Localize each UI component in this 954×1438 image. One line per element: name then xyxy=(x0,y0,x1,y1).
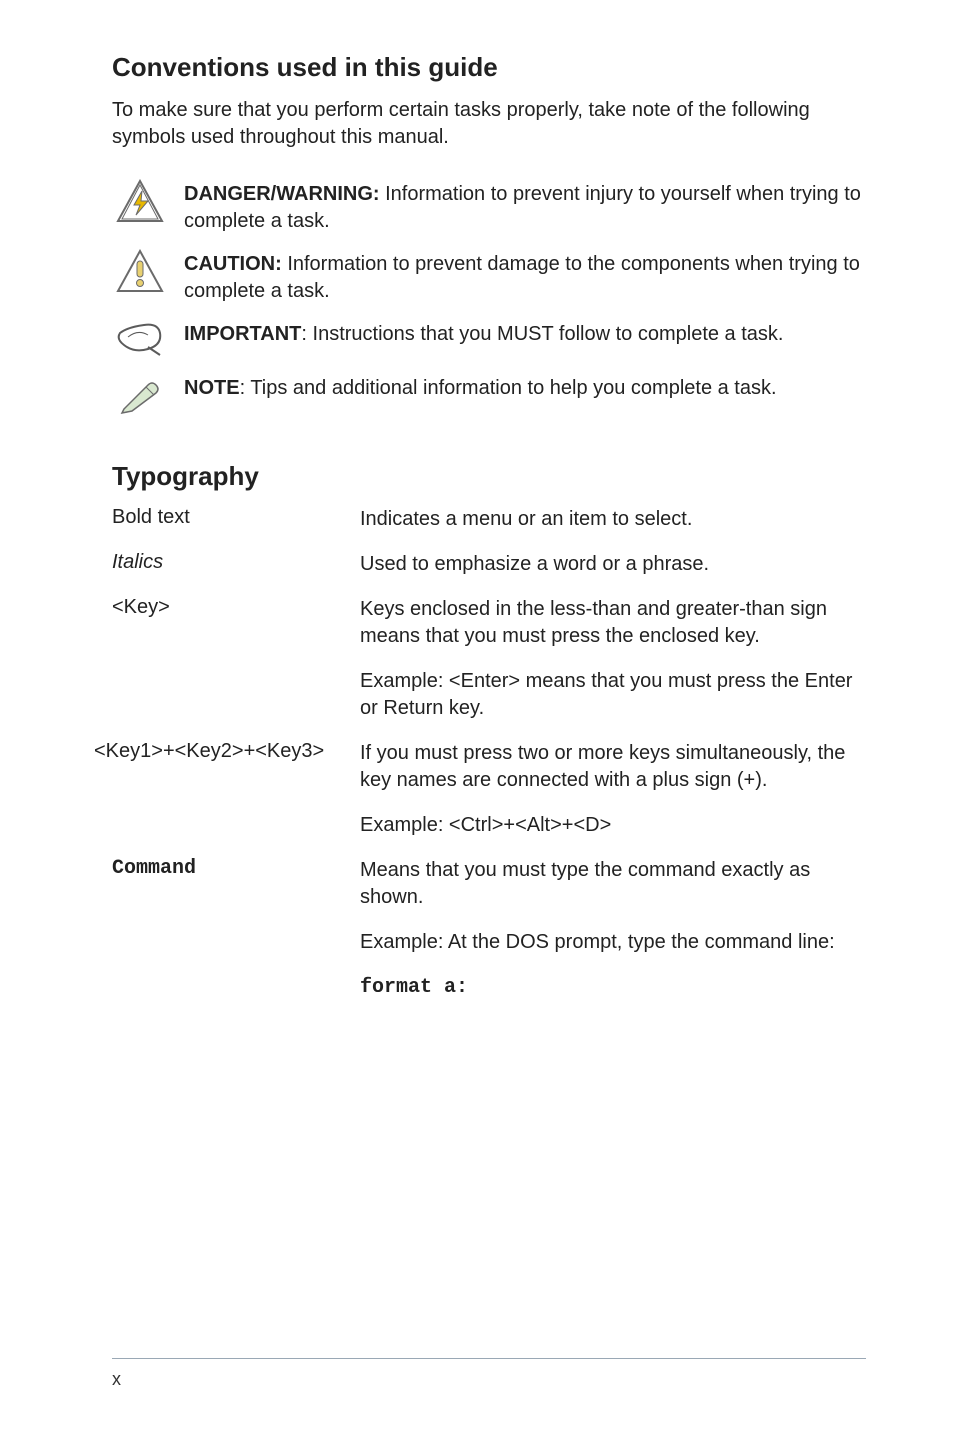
page-number: x xyxy=(112,1369,866,1390)
typo-def-key-2: Example: <Enter> means that you must pre… xyxy=(360,668,866,722)
footer-divider xyxy=(112,1358,866,1359)
typo-def-italics-text: Used to emphasize a word or a phrase. xyxy=(360,551,866,578)
typo-def-key: Keys enclosed in the less-than and great… xyxy=(360,596,866,722)
callout-important-text: IMPORTANT: Instructions that you MUST fo… xyxy=(168,319,783,348)
typo-row-command: Command Means that you must type the com… xyxy=(112,857,866,1001)
callout-danger-text: DANGER/WARNING: Information to prevent i… xyxy=(168,179,866,235)
important-icon xyxy=(112,319,168,359)
heading-typography: Typography xyxy=(112,461,866,492)
typo-term-command: Command xyxy=(112,857,360,1001)
caution-icon xyxy=(112,249,168,293)
typo-def-command-3: format a: xyxy=(360,974,866,1001)
danger-icon xyxy=(112,179,168,223)
important-label: IMPORTANT xyxy=(184,323,301,345)
typo-term-italics: Italics xyxy=(112,551,360,578)
typo-def-bold-text: Indicates a menu or an item to select. xyxy=(360,506,866,533)
danger-label: DANGER/WARNING: xyxy=(184,183,380,205)
typo-term-keys: <Key1>+<Key2>+<Key3> xyxy=(94,740,360,839)
callout-important: IMPORTANT: Instructions that you MUST fo… xyxy=(112,319,866,359)
typo-term-bold: Bold text xyxy=(112,506,360,533)
callout-note-text: NOTE: Tips and additional information to… xyxy=(168,373,777,402)
callout-caution: CAUTION: Information to prevent damage t… xyxy=(112,249,866,305)
caution-label: CAUTION: xyxy=(184,253,282,275)
typo-row-bold: Bold text Indicates a menu or an item to… xyxy=(112,506,866,533)
note-body: : Tips and additional information to hel… xyxy=(240,377,777,399)
typo-def-italics: Used to emphasize a word or a phrase. xyxy=(360,551,866,578)
typo-def-command-1: Means that you must type the command exa… xyxy=(360,857,866,911)
typo-term-key: <Key> xyxy=(112,596,360,722)
page-footer: x xyxy=(112,1358,866,1390)
typography-table: Bold text Indicates a menu or an item to… xyxy=(112,506,866,1001)
heading-conventions: Conventions used in this guide xyxy=(112,52,866,83)
important-body: : Instructions that you MUST follow to c… xyxy=(301,323,783,345)
typo-def-keys-2: Example: <Ctrl>+<Alt>+<D> xyxy=(360,812,866,839)
intro-paragraph: To make sure that you perform certain ta… xyxy=(112,97,866,151)
typo-row-keys: <Key1>+<Key2>+<Key3> If you must press t… xyxy=(112,740,866,839)
typo-def-command: Means that you must type the command exa… xyxy=(360,857,866,1001)
typo-def-command-2: Example: At the DOS prompt, type the com… xyxy=(360,929,866,956)
typo-def-bold: Indicates a menu or an item to select. xyxy=(360,506,866,533)
note-icon xyxy=(112,373,168,417)
typo-def-keys: If you must press two or more keys simul… xyxy=(360,740,866,839)
callout-note: NOTE: Tips and additional information to… xyxy=(112,373,866,417)
typo-def-keys-1: If you must press two or more keys simul… xyxy=(360,740,866,794)
note-label: NOTE xyxy=(184,377,240,399)
callout-caution-text: CAUTION: Information to prevent damage t… xyxy=(168,249,866,305)
callout-danger: DANGER/WARNING: Information to prevent i… xyxy=(112,179,866,235)
caution-body: Information to prevent damage to the com… xyxy=(184,253,860,302)
document-page: Conventions used in this guide To make s… xyxy=(0,0,954,1438)
typo-def-key-1: Keys enclosed in the less-than and great… xyxy=(360,596,866,650)
typo-row-key: <Key> Keys enclosed in the less-than and… xyxy=(112,596,866,722)
callouts-block: DANGER/WARNING: Information to prevent i… xyxy=(112,179,866,417)
typo-row-italics: Italics Used to emphasize a word or a ph… xyxy=(112,551,866,578)
